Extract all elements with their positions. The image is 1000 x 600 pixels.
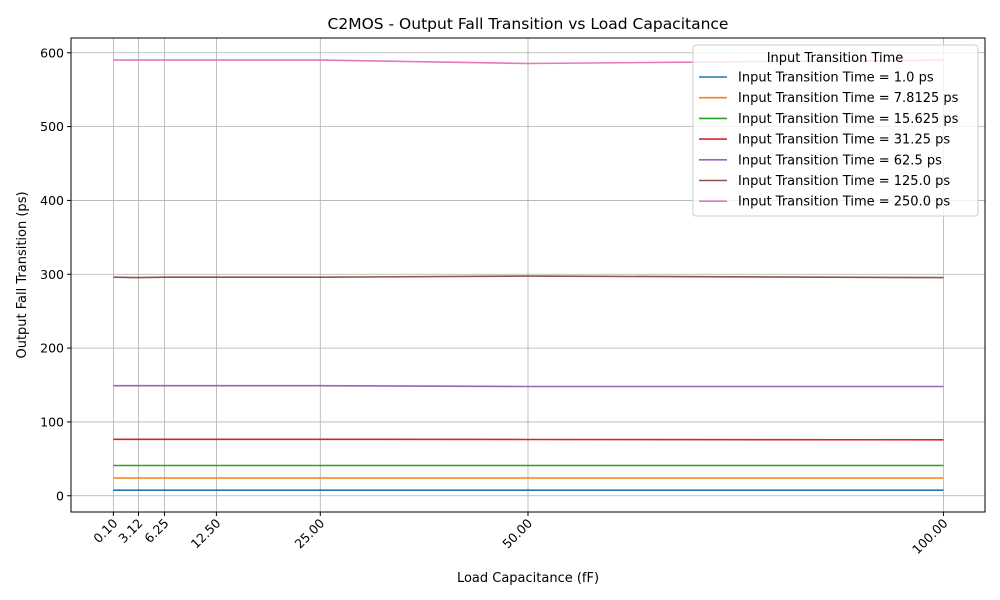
series-line-7: [113, 59, 944, 65]
x-tick-label: 3.12: [115, 516, 145, 546]
x-tick-label: 12.50: [188, 515, 224, 551]
y-tick-label: 600: [40, 45, 64, 60]
x-tick-label: 6.25: [141, 516, 171, 546]
legend-entry-label: Input Transition Time = 7.8125 ps: [738, 91, 959, 106]
series-lines: [113, 59, 944, 492]
y-tick-label: 100: [40, 414, 64, 429]
y-axis-ticks: 0 100 200 300 400 500 600: [40, 45, 71, 503]
y-tick-label: 200: [40, 341, 64, 356]
series-line-4: [113, 438, 944, 441]
x-tick-label: 0.10: [90, 515, 120, 545]
legend-box: [692, 44, 979, 217]
legend-entry-label: Input Transition Time = 15.625 ps: [738, 112, 959, 127]
legend-entry-label: Input Transition Time = 250.0 ps: [738, 195, 950, 210]
x-axis-ticks: 0.103.126.25 12.50 25.00 50.00 100.00: [90, 512, 951, 557]
y-axis-label: Output Fall Transition (ps): [15, 191, 30, 358]
legend: Input Transition Time Input Transition T…: [692, 44, 979, 217]
x-axis-label: Load Capacitance (fF): [457, 571, 599, 586]
y-tick-label: 0: [56, 488, 64, 503]
series-line-5: [113, 384, 944, 388]
y-tick-label: 500: [40, 119, 64, 134]
legend-entry-label: Input Transition Time = 31.25 ps: [738, 133, 950, 148]
series-line-6: [113, 275, 944, 279]
legend-title: Input Transition Time: [767, 51, 904, 66]
x-tick-label: 25.00: [291, 515, 327, 551]
legend-entry-label: Input Transition Time = 1.0 ps: [738, 71, 934, 86]
x-tick-label: 50.00: [499, 515, 535, 551]
y-tick-label: 400: [40, 193, 64, 208]
y-tick-label: 300: [40, 267, 64, 282]
legend-entry-label: Input Transition Time = 62.5 ps: [738, 153, 942, 168]
legend-entry-label: Input Transition Time = 125.0 ps: [738, 174, 950, 189]
x-tick-label: 100.00: [909, 515, 951, 557]
chart-title: C2MOS - Output Fall Transition vs Load C…: [328, 15, 729, 33]
legend-items: Input Transition Time = 1.0 ps Input Tran…: [699, 71, 959, 210]
